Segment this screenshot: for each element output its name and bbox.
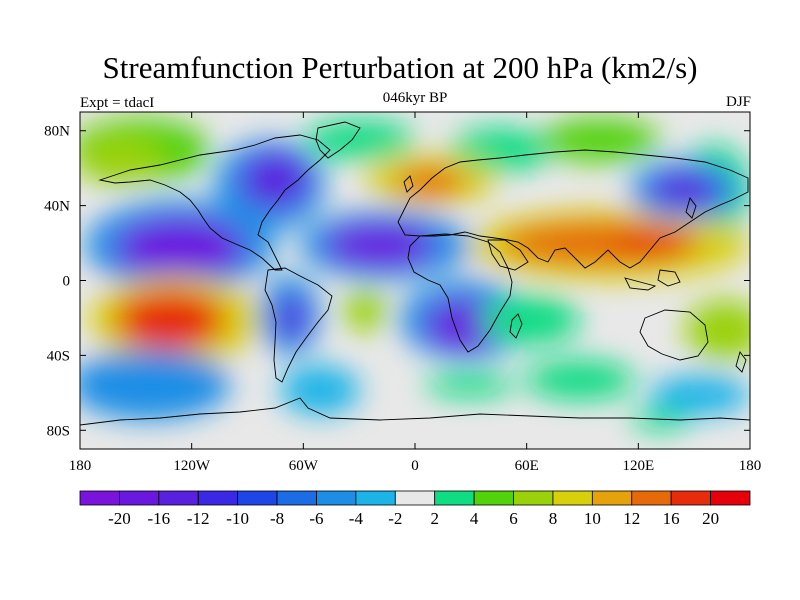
contour-fill-layer <box>80 118 750 430</box>
lon-tick-label: 180 <box>739 458 762 474</box>
period-label: 046kyr BP <box>382 90 448 106</box>
colorbar-label: 2 <box>430 509 439 528</box>
colorbar-label: 8 <box>549 509 558 528</box>
colorbar-box <box>79 490 120 506</box>
lat-tick-label: 40N <box>44 199 70 215</box>
colorbar-label: 6 <box>509 509 518 528</box>
colorbar-label: -6 <box>309 509 323 528</box>
colorbar-box <box>552 490 593 506</box>
colorbar-label: 12 <box>623 509 640 528</box>
lon-tick-label: 60W <box>289 458 319 474</box>
coastlines <box>80 121 750 426</box>
colorbar-label: -10 <box>226 509 249 528</box>
colorbar-box <box>631 490 672 506</box>
lon-tick-label: 0 <box>411 458 419 474</box>
colorbar-box <box>670 490 711 506</box>
colorbar-label: -2 <box>388 509 402 528</box>
colorbar-box <box>316 490 357 506</box>
lon-tick-label: 120E <box>622 458 654 474</box>
colorbar-label: -16 <box>147 509 170 528</box>
colorbar-box <box>158 490 199 506</box>
colorbar-box <box>434 490 475 506</box>
colorbar-label: -12 <box>187 509 210 528</box>
colorbar-box <box>473 490 514 506</box>
lon-tick-label: 180 <box>69 458 92 474</box>
lon-tick-label: 60E <box>515 458 539 474</box>
colorbar-label: 10 <box>584 509 601 528</box>
map-axis-ticks: 180 120W 60W 0 60E 120E 180 80N 40N 0 40S 80S <box>44 112 761 474</box>
colorbar-label: 4 <box>470 509 479 528</box>
colorbar-box <box>394 490 436 506</box>
colorbar-box <box>710 490 751 506</box>
season-label: DJF <box>725 94 751 110</box>
colorbar-box <box>513 490 554 506</box>
colorbar-box <box>197 490 239 506</box>
plot-title: Streamfunction Perturbation at 200 hPa (… <box>102 50 698 85</box>
colorbar-label: 16 <box>663 509 680 528</box>
colorbar-label: -20 <box>108 509 131 528</box>
colorbar-label: -4 <box>349 509 364 528</box>
lat-tick-label: 80N <box>44 124 70 140</box>
lat-tick-label: 0 <box>63 274 71 290</box>
lon-tick-label: 120W <box>173 458 211 474</box>
lat-tick-label: 80S <box>47 423 70 439</box>
experiment-label: Expt = tdacI <box>80 95 155 111</box>
lat-tick-label: 40S <box>47 348 70 364</box>
colorbar-box <box>355 490 396 506</box>
colorbar-box <box>591 490 633 506</box>
colorbar-label: 20 <box>702 509 719 528</box>
colorbar-box <box>276 490 317 506</box>
colorbar-label: -8 <box>270 509 284 528</box>
colorbar-box <box>237 490 278 506</box>
colorbar-box <box>119 490 160 506</box>
